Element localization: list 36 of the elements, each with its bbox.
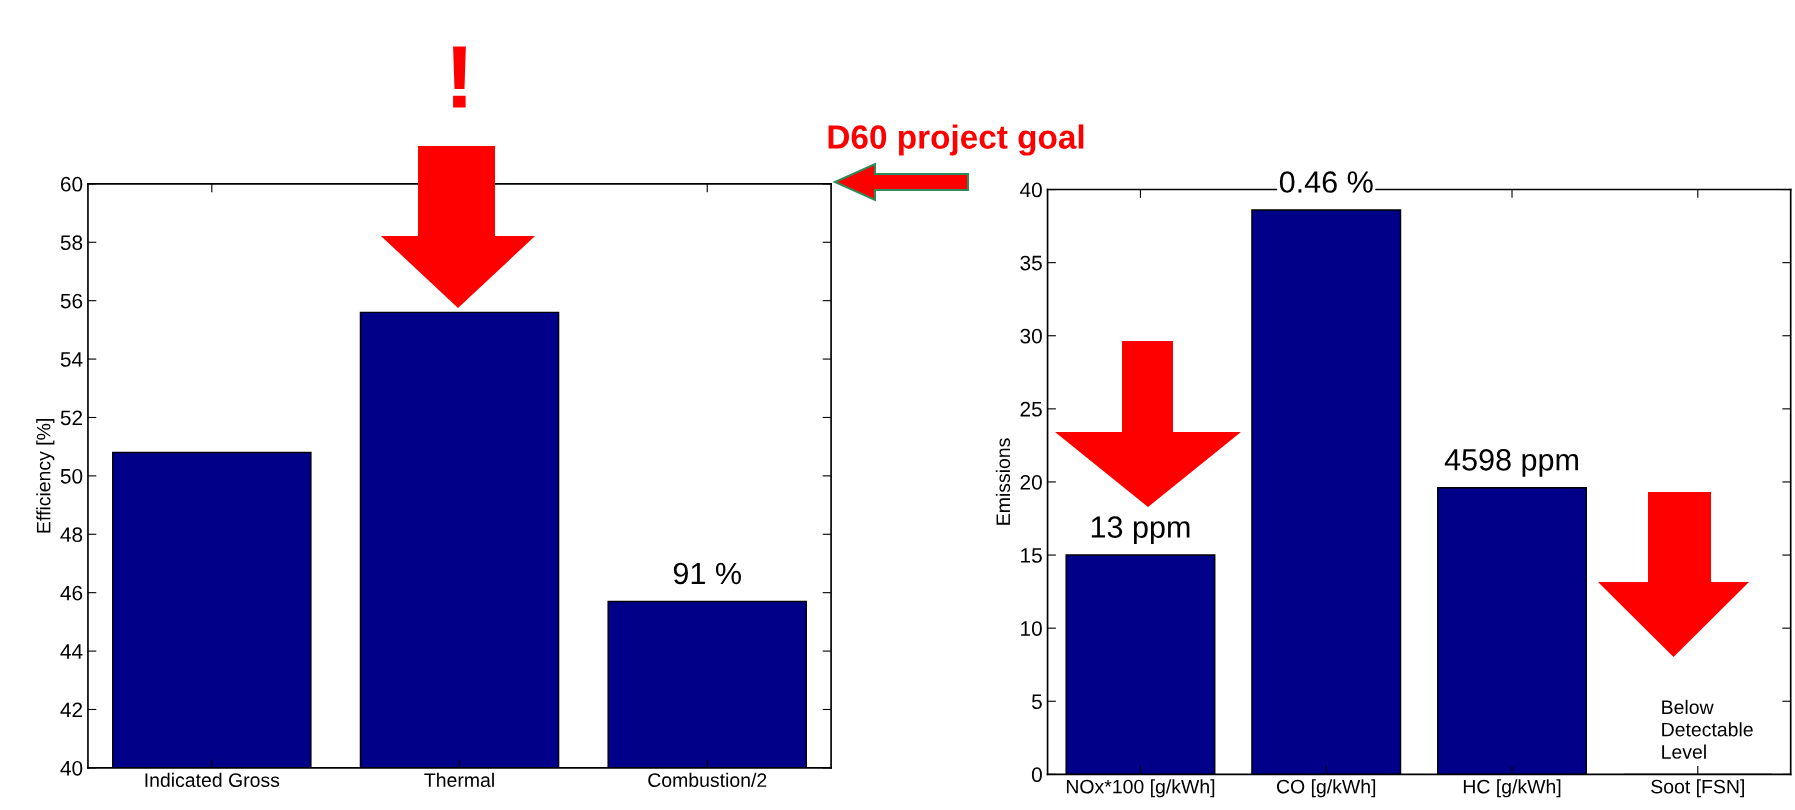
y-tick-label: 48: [60, 527, 83, 543]
x-tick-label: Soot [FSN]: [1651, 779, 1744, 798]
y-axis-title: Efficiency [%]: [36, 419, 55, 533]
x-tick-label: HC [g/kWh]: [1463, 779, 1561, 798]
y-tick-label: 46: [60, 585, 83, 601]
y-tick-label: 5: [1031, 694, 1042, 710]
y-tick-label: 35: [1020, 255, 1042, 271]
annotation: 4598 ppm: [1444, 449, 1578, 477]
y-tick-label: 56: [60, 293, 83, 309]
y-tick-label: 25: [1020, 401, 1042, 417]
y-tick-label: 40: [1020, 182, 1042, 198]
text: D60 project goal: [828, 124, 1084, 156]
x-tick-label: Thermal: [424, 772, 494, 788]
y-tick-label: 60: [60, 176, 83, 192]
y-tick-label: 40: [60, 760, 83, 776]
y-tick-label: 58: [60, 235, 83, 251]
annotation: 91 %: [673, 562, 741, 585]
y-tick-label: 15: [1021, 548, 1042, 563]
y-tick-label: 50: [60, 468, 83, 484]
annotation: 0.46 %: [1279, 171, 1373, 193]
x-tick-label: NOx*100 [g/kWh]: [1066, 779, 1215, 798]
y-tick-label: 30: [1020, 328, 1042, 344]
annotation: !: [453, 46, 466, 108]
y-tick-label: 44: [60, 644, 83, 659]
x-tick-label: Indicated Gross: [145, 772, 280, 788]
y-tick-label: 42: [60, 702, 83, 718]
y-tick-label: 54: [60, 352, 83, 367]
annotation: 13 ppm: [1091, 516, 1190, 544]
y-tick-label: 52: [60, 410, 83, 426]
x-tick-label: Combustion/2: [648, 772, 767, 788]
y-axis-title: Emissions: [995, 438, 1011, 525]
y-tick-label: 20: [1020, 474, 1042, 490]
annotation: Below Detectable Level: [1662, 699, 1753, 759]
x-tick-label: CO [g/kWh]: [1276, 779, 1376, 798]
y-tick-label: 10: [1021, 621, 1042, 636]
y-tick-label: 0: [1031, 767, 1042, 783]
